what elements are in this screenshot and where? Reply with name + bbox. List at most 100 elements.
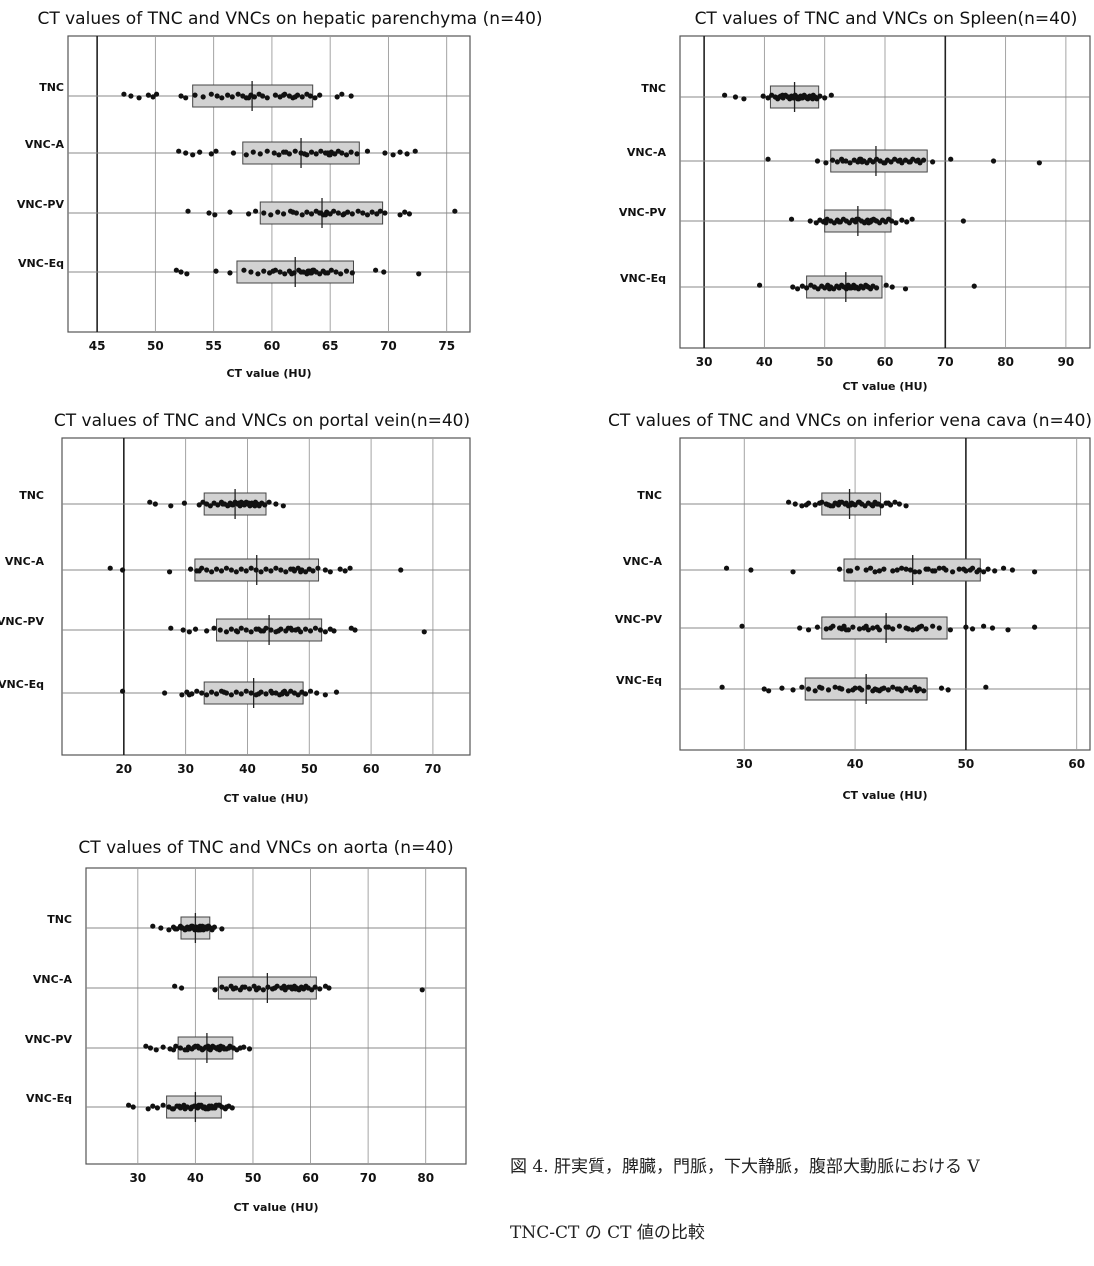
data-point xyxy=(252,503,258,509)
x-axis-label: CT value (HU) xyxy=(223,792,308,805)
data-point xyxy=(248,565,254,571)
data-point xyxy=(186,629,192,635)
data-point xyxy=(204,628,210,634)
data-point xyxy=(230,986,236,992)
data-point xyxy=(910,627,916,633)
x-tick-label: 30 xyxy=(177,762,194,776)
data-point xyxy=(945,687,951,693)
data-point xyxy=(176,148,182,154)
data-point xyxy=(223,565,230,571)
data-point xyxy=(799,684,805,690)
data-point xyxy=(268,627,274,633)
x-tick-label: 30 xyxy=(736,757,753,771)
data-point xyxy=(889,218,895,224)
data-point xyxy=(223,986,230,992)
x-tick-label: 60 xyxy=(302,1171,319,1185)
data-point xyxy=(234,629,241,635)
category-label: TNC xyxy=(19,489,44,502)
data-point xyxy=(197,149,203,155)
data-point xyxy=(338,271,344,277)
data-point xyxy=(402,209,408,215)
data-point xyxy=(180,627,186,633)
category-label: VNC-Eq xyxy=(0,678,44,691)
data-point xyxy=(253,987,260,993)
data-point xyxy=(289,627,295,633)
data-point xyxy=(237,1045,243,1051)
data-point xyxy=(327,152,333,158)
data-point xyxy=(236,500,242,506)
figure-canvas: CT values of TNC and VNCs on hepatic par… xyxy=(0,9,1092,1214)
data-point xyxy=(790,284,796,290)
data-point xyxy=(916,569,922,575)
data-point xyxy=(310,568,316,574)
data-point xyxy=(184,1047,190,1053)
x-tick-label: 40 xyxy=(847,757,864,771)
data-point xyxy=(1009,567,1016,573)
data-point xyxy=(258,569,264,575)
x-tick-label: 70 xyxy=(937,355,954,369)
data-point xyxy=(248,629,254,635)
data-point xyxy=(225,92,231,98)
data-point xyxy=(788,216,795,222)
data-point xyxy=(280,92,287,98)
data-point xyxy=(896,501,903,507)
data-point xyxy=(172,926,178,932)
data-point xyxy=(223,1104,230,1110)
x-axis-label: CT value (HU) xyxy=(226,367,311,380)
data-point xyxy=(121,91,127,97)
data-point xyxy=(845,282,851,288)
x-tick-label: 50 xyxy=(245,1171,262,1185)
category-label: VNC-A xyxy=(33,973,73,986)
data-point xyxy=(186,692,192,698)
data-point xyxy=(229,94,235,100)
data-point xyxy=(270,268,276,274)
data-point xyxy=(841,623,847,629)
data-point xyxy=(207,503,213,509)
data-point xyxy=(825,502,832,508)
data-point xyxy=(247,502,254,508)
data-point xyxy=(212,987,218,993)
data-point xyxy=(327,211,333,217)
category-label: TNC xyxy=(39,81,64,94)
data-point xyxy=(226,502,232,508)
data-point xyxy=(785,94,792,100)
chart-4: CT values of TNC and VNCs on inferior ve… xyxy=(608,411,1092,802)
data-point xyxy=(815,286,821,292)
x-tick-label: 30 xyxy=(696,355,713,369)
data-point xyxy=(310,267,316,273)
data-point xyxy=(315,565,321,571)
data-point xyxy=(889,284,895,290)
data-point xyxy=(153,1047,159,1053)
data-point xyxy=(220,501,226,507)
data-point xyxy=(255,626,262,632)
data-point xyxy=(397,212,403,218)
data-point xyxy=(235,91,241,97)
data-point xyxy=(226,1045,232,1051)
x-tick-label: 60 xyxy=(877,355,894,369)
data-point xyxy=(318,148,324,154)
data-point xyxy=(760,93,766,99)
data-point xyxy=(290,209,296,215)
figure-caption: 図 4. 肝実質，脾臓，門脈，下大静脈，腹部大動脈における V TNC-CT の… xyxy=(510,1112,1094,1266)
data-point xyxy=(969,626,976,632)
data-point xyxy=(205,923,211,929)
data-point xyxy=(183,926,189,932)
data-point xyxy=(332,151,338,157)
data-point xyxy=(178,925,185,931)
data-point xyxy=(312,984,318,990)
data-point xyxy=(817,684,823,690)
data-point xyxy=(228,626,234,632)
data-point xyxy=(273,565,279,571)
data-point xyxy=(281,688,288,694)
data-point xyxy=(355,208,361,214)
data-point xyxy=(836,685,843,691)
data-point xyxy=(882,160,888,166)
data-point xyxy=(834,159,840,165)
data-point xyxy=(246,1046,253,1052)
data-point xyxy=(836,219,842,225)
data-point xyxy=(230,150,237,156)
data-point xyxy=(812,502,818,508)
data-point xyxy=(326,985,332,991)
data-point xyxy=(870,159,876,165)
data-point xyxy=(829,157,836,163)
